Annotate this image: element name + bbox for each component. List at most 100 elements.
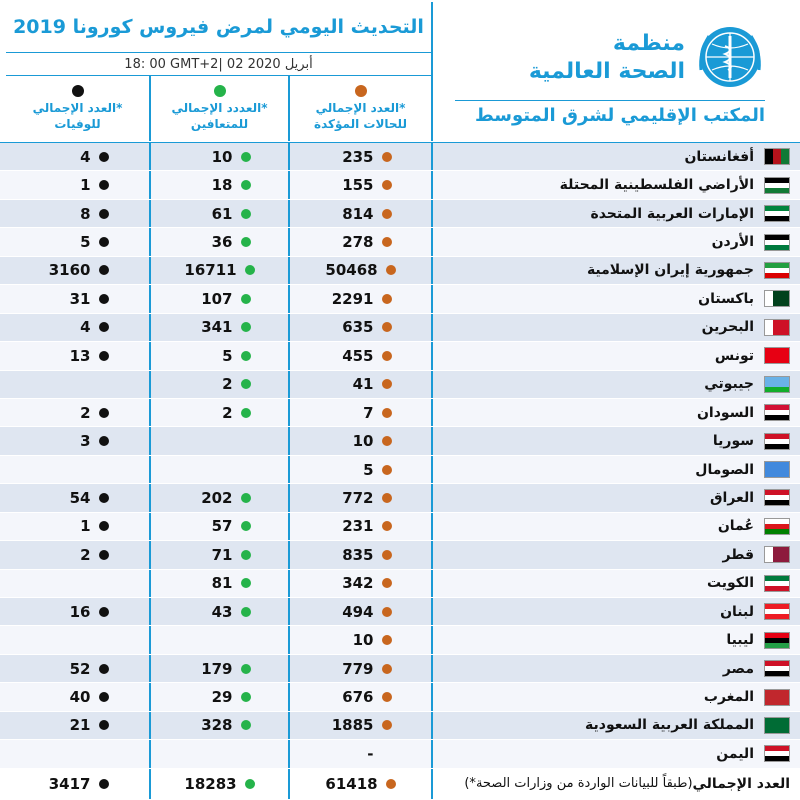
- country-name: المملكة العربية السعودية: [585, 717, 754, 734]
- confirmed-cell-value: 278: [342, 233, 374, 252]
- country-name: الكويت: [706, 575, 754, 592]
- deaths-cell-dot-icon: [98, 293, 109, 304]
- recovered-cell-dot-icon: [240, 692, 251, 703]
- table-row: - اليمن: [0, 740, 800, 769]
- country-name: عُمان: [717, 518, 754, 535]
- deaths-cell: 1: [6, 171, 151, 199]
- confirmed-cell-dot-icon: [381, 151, 392, 162]
- deaths-cell: 2: [6, 541, 151, 569]
- org-name-line1: منظمة: [612, 31, 685, 56]
- country-cell: الإمارات العربية المتحدة: [433, 200, 800, 227]
- recovered-column-header: العددد الإجمالي* للمتعافين: [151, 75, 290, 141]
- confirmed-cell-dot-icon: [381, 322, 392, 333]
- page-title: التحديث اليومي لمرض فيروس كورونا 2019: [6, 2, 433, 52]
- country-cell: اليمن: [433, 740, 800, 767]
- country-name: الإمارات العربية المتحدة: [590, 205, 754, 222]
- country-flag-icon: [764, 176, 790, 194]
- confirmed-cell: 635: [290, 313, 433, 342]
- recovered-cell: [151, 626, 290, 654]
- confirmed-cell-value: 494: [342, 602, 374, 621]
- recovered-cell-dot-icon: [240, 606, 251, 617]
- country-cell: تونس: [433, 342, 800, 369]
- recovered-cell-value: 61: [211, 204, 233, 223]
- country-flag-icon: [764, 404, 790, 422]
- confirmed-header-line2: للحالات المؤكدة: [314, 116, 407, 131]
- country-name: الصومال: [695, 461, 754, 478]
- table-row: 5 36 278 الأردن: [0, 228, 800, 257]
- total-label-bold: العدد الإجمالي: [692, 775, 790, 792]
- confirmed-cell-value: 155: [342, 176, 374, 195]
- confirmed-cell-dot-icon: [381, 692, 392, 703]
- recovered-cell-dot-icon: [240, 293, 251, 304]
- country-cell: لبنان: [433, 598, 800, 625]
- recovered-cell: 202: [151, 484, 290, 512]
- confirmed-cell: 10: [290, 427, 433, 455]
- deaths-cell-dot-icon: [98, 663, 109, 674]
- country-name: ليبيا: [726, 632, 754, 649]
- deaths-cell-value: 13: [69, 346, 91, 365]
- deaths-cell: 1: [6, 512, 151, 541]
- country-flag-icon: [764, 574, 790, 592]
- confirmed-cell: 1885: [290, 711, 433, 740]
- recovered-cell-value: 43: [211, 602, 233, 621]
- confirmed-cell-dot-icon: [381, 436, 392, 447]
- confirmed-cell-value: 772: [342, 488, 374, 507]
- country-flag-icon: [764, 546, 790, 564]
- recovered-cell-dot-icon: [240, 151, 251, 162]
- recovered-cell-value: 202: [201, 488, 233, 507]
- confirmed-cell: 814: [290, 199, 433, 228]
- country-cell: العراق: [433, 484, 800, 511]
- confirmed-cell-dot-icon: [381, 606, 392, 617]
- country-cell: الأراضي الفلسطينية المحتلة: [433, 171, 800, 198]
- table-row: 2 71 835 قطر: [0, 541, 800, 570]
- confirmed-cell-value: -: [367, 744, 374, 763]
- table-row: 13 5 455 تونس: [0, 342, 800, 371]
- total-confirmed-value: 61418: [325, 774, 378, 793]
- country-flag-icon: [764, 603, 790, 621]
- deaths-cell: 21: [6, 711, 151, 740]
- confirmed-cell: 50468: [290, 256, 433, 285]
- deaths-cell-dot-icon: [98, 549, 109, 560]
- country-cell: باكستان: [433, 285, 800, 312]
- deaths-cell-dot-icon: [98, 322, 109, 333]
- confirmed-cell-dot-icon: [381, 350, 392, 361]
- recovered-cell: 2: [151, 398, 290, 427]
- confirmed-cell-dot-icon: [381, 180, 392, 191]
- recovered-cell: 43: [151, 598, 290, 626]
- deaths-cell-value: 40: [69, 688, 91, 707]
- table-row: 31 107 2291 باكستان: [0, 285, 800, 314]
- confirmed-cell-value: 5: [363, 460, 374, 479]
- recovered-cell-value: 5: [222, 346, 233, 365]
- recovered-cell-dot-icon: [240, 237, 251, 248]
- total-recovered-value: 18283: [184, 774, 237, 793]
- deaths-cell-value: 16: [69, 602, 91, 621]
- confirmed-cell-value: 235: [342, 147, 374, 166]
- confirmed-cell-value: 1885: [331, 716, 374, 735]
- recovered-header-line2: للمتعافين: [190, 116, 249, 131]
- confirmed-cell-dot-icon: [381, 293, 392, 304]
- org-name-line2: الصحة العالمية: [528, 59, 685, 84]
- country-name: الأراضي الفلسطينية المحتلة: [559, 177, 754, 194]
- confirmed-cell-value: 342: [342, 574, 374, 593]
- recovered-cell-dot-icon: [240, 521, 251, 532]
- country-flag-icon: [764, 432, 790, 450]
- recovered-cell: 10: [151, 143, 290, 171]
- deaths-cell: [6, 455, 151, 484]
- country-cell: البحرين: [433, 314, 800, 341]
- recovered-cell-value: 16711: [184, 261, 237, 280]
- confirmed-cell-value: 635: [342, 318, 374, 337]
- table-row: 4 341 635 البحرين: [0, 313, 800, 343]
- country-cell: قطر: [433, 541, 800, 568]
- recovered-cell-dot-icon: [240, 180, 251, 191]
- recovered-cell: 107: [151, 285, 290, 313]
- who-branding: منظمة الصحة العالمية المكتب الإقليمي لشر…: [435, 0, 800, 140]
- confirmed-cell: 7: [290, 398, 433, 427]
- deaths-header-line1: العدد الإجمالي*: [32, 100, 123, 115]
- confirmed-cell: 41: [290, 370, 433, 398]
- total-row: 3417 18283 61418 (*طبقاً للبيانات الواردة م…: [0, 768, 800, 800]
- confirmed-cell: 231: [290, 512, 433, 541]
- recovered-cell: [151, 455, 290, 484]
- recovered-cell: [151, 427, 290, 455]
- deaths-cell: 40: [6, 683, 151, 711]
- deaths-cell-dot-icon: [98, 208, 109, 219]
